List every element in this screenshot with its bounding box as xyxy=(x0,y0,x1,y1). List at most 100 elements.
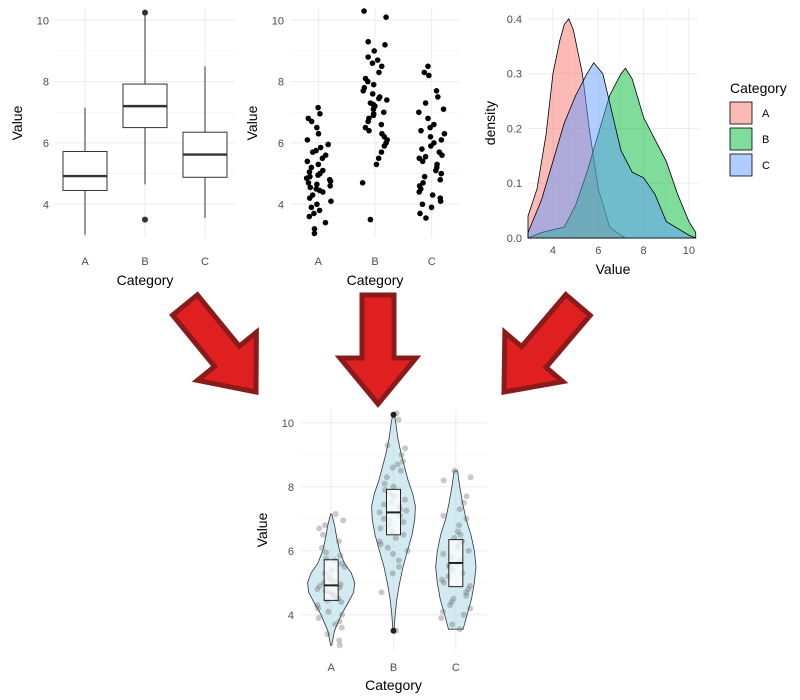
violin-jitter-point xyxy=(381,480,388,487)
violin-jitter-point xyxy=(322,549,329,556)
stripchart-point xyxy=(419,158,426,165)
violin-jitter-point xyxy=(338,624,345,631)
violin-jitter-point xyxy=(384,544,391,551)
violin-jitter-point xyxy=(456,506,463,513)
stripchart-point xyxy=(427,124,433,131)
stripchart-point xyxy=(378,149,385,155)
violin-jitter-point xyxy=(456,522,463,529)
stripchart-point xyxy=(307,184,314,191)
violin-jitter-point xyxy=(397,467,404,474)
stripchart-point xyxy=(305,180,312,186)
stripchart-point xyxy=(378,63,385,70)
stripchart-point xyxy=(308,118,315,125)
violin-x-tick-label: C xyxy=(452,662,460,674)
violin-y-tick-label: 8 xyxy=(288,482,294,494)
violin-jitter-point xyxy=(465,586,472,593)
stripchart-point xyxy=(327,178,334,185)
violin-jitter-point xyxy=(390,483,397,490)
stripchart-point xyxy=(416,109,422,116)
violin-jitter-point xyxy=(314,602,321,609)
violin-jitter-point xyxy=(440,512,447,519)
violin-jitter-point xyxy=(402,445,409,452)
stripchart-point xyxy=(431,121,437,128)
violin-jitter-point xyxy=(332,621,339,628)
stripchart-point xyxy=(433,167,439,174)
violin-jitter-point xyxy=(383,474,390,481)
density-legend: Category A B C xyxy=(729,80,787,177)
violin-jitter-point xyxy=(395,557,402,564)
stripchart-point xyxy=(369,91,376,97)
violin-jitter-point xyxy=(322,522,329,529)
stripchart-point xyxy=(365,118,371,125)
boxplot-y-tick-label: 4 xyxy=(43,199,49,211)
boxplot-y-tick-label: 8 xyxy=(43,77,49,89)
stripchart-point xyxy=(306,195,313,201)
stripchart-point xyxy=(433,88,440,94)
violin-jitter-point xyxy=(467,605,474,612)
violin-jitter-point xyxy=(338,599,345,605)
stripchart-point xyxy=(417,210,423,217)
stripchart-point xyxy=(376,69,382,76)
stripchart-point xyxy=(308,164,315,171)
violin-panel: 4 6 8 10 Value A B C Category xyxy=(254,410,487,693)
stripchart-point xyxy=(315,104,321,111)
boxplot-outlier-point xyxy=(142,216,148,223)
violin-jitter-point xyxy=(457,531,464,538)
violin-jitter-point xyxy=(338,560,345,567)
stripchart-point xyxy=(423,215,429,221)
legend-label-B: B xyxy=(762,134,769,146)
violin-jitter-point xyxy=(337,552,344,559)
stripchart-x-tick-label: A xyxy=(315,256,323,268)
stripchart-point xyxy=(315,172,321,178)
density-y-axis-title: density xyxy=(482,101,498,145)
stripchart-point xyxy=(360,88,367,94)
violin-jitter-point xyxy=(438,615,445,621)
arrow-left xyxy=(169,291,259,396)
violin-jitter-point xyxy=(440,477,447,484)
stripchart-point xyxy=(365,38,372,45)
density-x-tick-label: 10 xyxy=(683,245,695,257)
stripchart-point xyxy=(441,130,448,137)
violin-jitter-point xyxy=(402,496,409,503)
stripchart-point xyxy=(322,219,329,226)
violin-jitter-point xyxy=(332,511,339,517)
violin-jitter-point xyxy=(315,615,322,621)
density-panel: 4 6 8 10 0.0 0.1 0.2 0.3 0.4 density Value xyxy=(482,8,698,277)
density-x-tick-label: 8 xyxy=(641,245,647,257)
violin-outlier-point xyxy=(390,627,397,634)
violin-x-tick-label: A xyxy=(327,662,335,674)
legend-key-A xyxy=(729,101,753,125)
density-x-tick-label: 4 xyxy=(550,245,556,257)
stripchart-point xyxy=(429,192,436,198)
violin-outlier-point xyxy=(390,411,397,418)
legend-label-C: C xyxy=(762,160,770,172)
violin-jitter-point xyxy=(465,547,472,554)
boxplot-x-tick-label: A xyxy=(81,256,89,268)
stripchart-point xyxy=(439,152,445,158)
violin-jitter-point xyxy=(463,493,470,500)
stripchart-point xyxy=(311,230,318,237)
stripchart-point xyxy=(375,155,382,162)
violin-jitter-point xyxy=(335,538,342,545)
violin-jitter-point xyxy=(341,563,348,570)
stripchart-point xyxy=(311,210,317,217)
violin-jitter-point xyxy=(395,563,402,570)
stripchart-panel: 4 6 8 10 Value A B C Category xyxy=(244,8,460,288)
stripchart-x-axis-title: Category xyxy=(347,272,404,288)
stripchart-point xyxy=(419,146,425,152)
stripchart-point xyxy=(427,134,434,140)
stripchart-point xyxy=(320,189,326,195)
stripchart-point xyxy=(367,216,374,223)
violin-jitter-point xyxy=(376,538,383,545)
violin-jitter-point xyxy=(392,535,399,541)
boxplot-box xyxy=(62,151,108,191)
legend-label-A: A xyxy=(762,108,770,120)
stripchart-point xyxy=(317,111,323,117)
violin-jitter-point xyxy=(384,442,391,449)
violin-jitter-point xyxy=(440,551,447,557)
legend-title: Category xyxy=(730,80,787,96)
violin-jitter-point xyxy=(440,579,447,586)
stripchart-point xyxy=(384,97,390,103)
violin-jitter-point xyxy=(463,589,470,596)
